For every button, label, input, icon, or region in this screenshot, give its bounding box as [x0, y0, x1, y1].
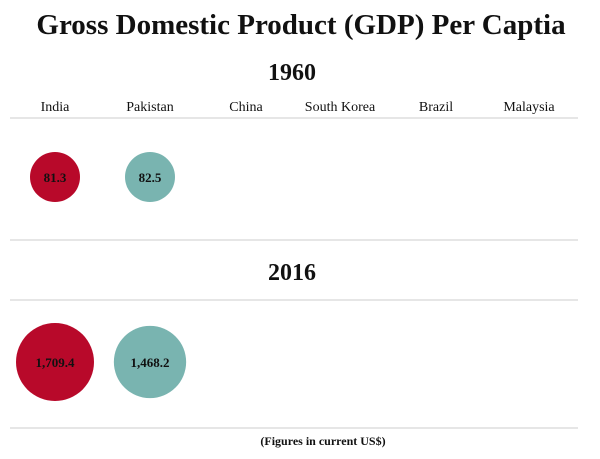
- category-label-china: China: [229, 100, 263, 115]
- panel-year-label: 1960: [268, 60, 316, 86]
- category-label-india: India: [41, 100, 71, 115]
- bubble-pakistan-1960: [125, 152, 175, 202]
- panel-year-label: 2016: [268, 260, 316, 286]
- value-label-india-1960: 81.3: [44, 170, 67, 185]
- category-label-pakistan: Pakistan: [126, 100, 173, 115]
- category-label-brazil: Brazil: [419, 100, 453, 115]
- footnote: (Figures in current US$): [260, 434, 385, 448]
- bubble-india-2016: [16, 323, 94, 401]
- value-label-india-2016: 1,709.4: [36, 355, 76, 370]
- value-label-pakistan-1960: 82.5: [139, 170, 162, 185]
- category-label-malaysia: Malaysia: [503, 100, 555, 115]
- bubble-india-1960: [30, 152, 80, 202]
- category-labels: India Pakistan China South Korea Brazil Malay…: [41, 100, 556, 115]
- panel-1960: 1960 81.3 82.5: [10, 60, 578, 241]
- category-label-south-korea: South Korea: [305, 100, 376, 115]
- value-label-pakistan-2016: 1,468.2: [131, 355, 170, 370]
- panel-2016: 2016 1,709.4 1,468.2: [10, 260, 578, 429]
- bubble-pakistan-2016: [113, 325, 187, 399]
- chart-panels: 1960 81.3 82.5 2016 1,709.4 1,468.2: [10, 60, 578, 429]
- chart-title: Gross Domestic Product (GDP) Per Captia: [36, 9, 566, 41]
